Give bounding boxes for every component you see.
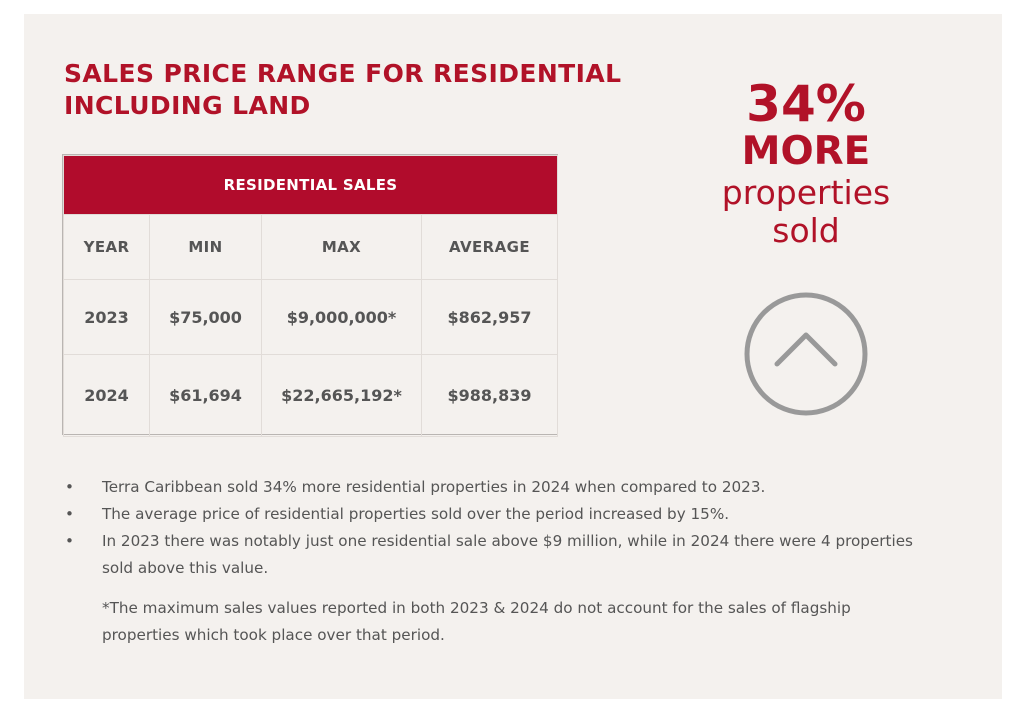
column-header-min: MIN xyxy=(149,214,262,280)
footnote: *The maximum sales values reported in bo… xyxy=(102,599,851,644)
cell-average: $988,839 xyxy=(420,354,559,437)
findings-list: • Terra Caribbean sold 34% more residenti… xyxy=(64,474,924,582)
column-header-year: YEAR xyxy=(63,214,150,280)
bullet-icon: • xyxy=(65,532,74,550)
list-item-text: The average price of residential propert… xyxy=(102,505,730,523)
chevron-up-circle-icon xyxy=(744,292,868,416)
list-item: • The average price of residential proper… xyxy=(64,501,924,528)
list-item-text: Terra Caribbean sold 34% more residentia… xyxy=(102,478,766,496)
list-item: • Terra Caribbean sold 34% more residenti… xyxy=(64,474,924,501)
list-item: • In 2023 there was notably just one resi… xyxy=(64,528,924,582)
table-row: 2024 $61,694 $22,665,192* $988,839 xyxy=(63,354,559,437)
residential-sales-table: RESIDENTIAL SALES YEAR MIN MAX AVERAGE 2… xyxy=(62,154,559,437)
cell-max: $22,665,192* xyxy=(261,354,422,437)
cell-year: 2024 xyxy=(63,354,150,437)
cell-min: $61,694 xyxy=(149,354,262,437)
cell-average: $862,957 xyxy=(420,279,559,355)
list-item-text: In 2023 there was notably just one resid… xyxy=(102,532,913,577)
highlight-line-2: sold xyxy=(772,211,840,250)
table-caption-row: RESIDENTIAL SALES xyxy=(62,155,559,215)
highlight-line-1: properties xyxy=(721,173,891,212)
column-header-max: MAX xyxy=(261,214,422,280)
table-header-row: YEAR MIN MAX AVERAGE xyxy=(63,214,559,280)
highlight-more: MORE xyxy=(741,129,871,174)
table-caption: RESIDENTIAL SALES xyxy=(62,155,559,215)
cell-max: $9,000,000* xyxy=(261,279,422,355)
cell-year: 2023 xyxy=(63,279,150,355)
highlight-stat: 34% MORE properties sold xyxy=(690,76,922,250)
bullet-icon: • xyxy=(65,505,74,523)
column-header-average: AVERAGE xyxy=(420,214,559,280)
bullet-icon: • xyxy=(65,478,74,496)
sales-table: RESIDENTIAL SALES YEAR MIN MAX AVERAGE 2… xyxy=(62,155,559,437)
cell-min: $75,000 xyxy=(149,279,262,355)
table-row: 2023 $75,000 $9,000,000* $862,957 xyxy=(63,279,559,355)
page-title: SALES PRICE RANGE FOR RESIDENTIAL INCLUD… xyxy=(64,59,622,120)
highlight-percent: 34% xyxy=(746,75,866,133)
